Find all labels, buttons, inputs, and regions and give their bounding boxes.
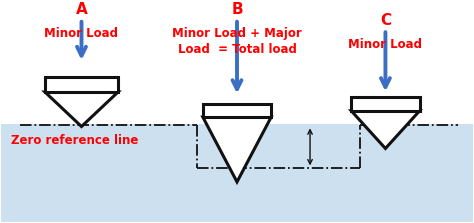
Text: Minor Load + Major
Load  = Total load: Minor Load + Major Load = Total load <box>172 27 302 56</box>
Text: Minor Load: Minor Load <box>45 27 118 40</box>
Text: A: A <box>76 2 87 17</box>
Text: Minor Load: Minor Load <box>348 38 422 51</box>
Text: Zero reference line: Zero reference line <box>11 134 138 147</box>
Bar <box>45 77 118 92</box>
Polygon shape <box>203 117 271 182</box>
Bar <box>203 103 271 117</box>
Text: C: C <box>380 13 391 28</box>
Bar <box>351 97 419 111</box>
Bar <box>1 124 473 222</box>
Polygon shape <box>45 92 118 126</box>
Text: B: B <box>231 2 243 17</box>
Polygon shape <box>351 111 419 149</box>
